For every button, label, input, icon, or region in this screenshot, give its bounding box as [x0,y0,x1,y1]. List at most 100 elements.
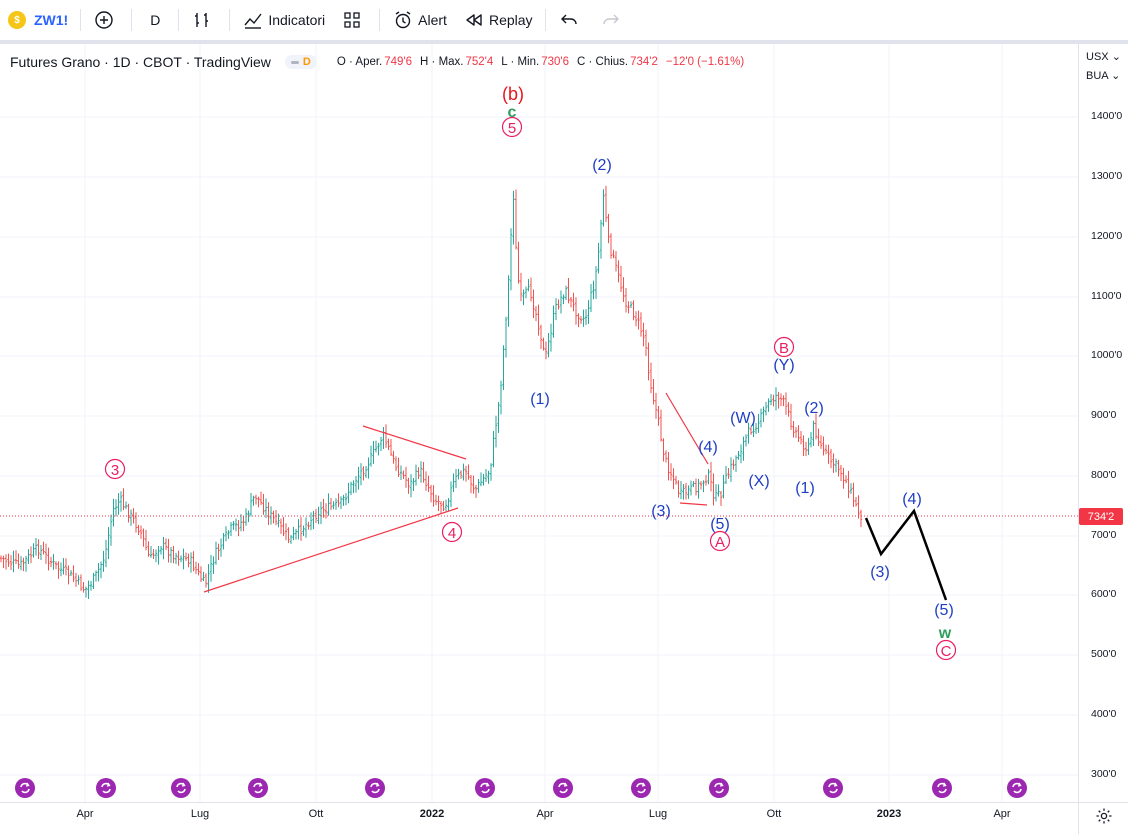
price-bar [559,290,563,314]
interval-button[interactable]: D [136,0,174,40]
dividend-event-icon[interactable] [932,778,952,798]
dividend-event-icon[interactable] [365,778,385,798]
price-bar [532,289,535,319]
price-bar [599,219,603,259]
price-bar [579,316,583,325]
high-label: H · Max. [420,56,464,68]
time-tick-label: Apr [536,808,554,820]
price-bar [589,284,593,313]
dividend-event-icon[interactable] [823,778,843,798]
price-bar [404,466,408,488]
price-bar [217,543,220,561]
price-bar [432,485,435,507]
price-bar [609,233,613,259]
price-bar [529,277,533,302]
trendline-lower[interactable] [203,507,459,593]
badge-label: D [302,56,311,68]
unit-select[interactable]: BUA ⌄ [1086,69,1120,82]
price-bar [489,463,493,481]
price-bar [844,475,848,484]
dividend-event-icon[interactable] [15,778,35,798]
price-bar [74,572,78,587]
price-bar [669,463,673,481]
trendline-wedge-upper[interactable] [665,392,709,465]
price-scale[interactable] [1078,44,1128,802]
time-tick-label: 2023 [876,808,902,820]
data-status-badge[interactable]: D [284,55,317,69]
time-tick-label: Lug [648,808,668,820]
price-chart[interactable]: (b) c 5 3 4 (1) (2) (3) (4) (5) A (W) (X… [0,44,1078,802]
price-bar [394,456,398,472]
trendline-upper[interactable] [362,425,467,460]
dividend-event-icon[interactable] [553,778,573,798]
price-bar [554,298,558,321]
gear-icon [1095,807,1113,830]
open-value: 749'6 [384,56,413,68]
dividend-event-icon[interactable] [96,778,116,798]
replay-button[interactable]: Replay [455,0,541,40]
price-bar [369,445,373,467]
price-bar [697,478,700,499]
dividend-event-icon[interactable] [1007,778,1027,798]
price-bar [747,422,750,444]
price-bar [207,564,210,593]
wave-W-label: (W) [730,410,756,427]
price-bar [309,512,313,531]
price-bar [34,538,38,556]
price-bar [782,395,785,407]
price-bar [89,580,93,591]
price-bar [459,470,463,479]
undo-button[interactable] [550,0,592,40]
price-bar [667,451,670,481]
price-bar [842,467,845,489]
time-scale[interactable] [0,802,1078,834]
price-bar [789,403,793,430]
price-bar [69,570,73,577]
price-bar [277,513,280,528]
price-bar [214,541,218,565]
price-bar [7,553,10,567]
indicators-button[interactable]: Indicatori [234,0,333,40]
price-bar [847,470,850,499]
price-bar [822,436,825,456]
price-bar [812,420,815,446]
price-bar [402,470,405,480]
price-bar [347,482,350,504]
price-bar [482,473,485,486]
trendline-wedge-lower[interactable] [679,502,708,506]
currency-select[interactable]: USX ⌄ [1086,50,1121,63]
price-bar [267,502,270,526]
price-bar [384,424,388,448]
wave-5b-label: (5) [934,602,954,619]
currency-label: USX [1086,51,1109,63]
price-bar [422,461,425,483]
compare-button[interactable] [85,0,127,40]
redo-button[interactable] [592,0,634,40]
dividend-event-icon[interactable] [631,778,651,798]
chart-pane[interactable]: (b) c 5 3 4 (1) (2) (3) (4) (5) A (W) (X… [0,44,1078,802]
projection-path[interactable] [864,508,948,601]
price-bar [139,525,143,539]
price-bars [0,185,863,599]
symbol-search[interactable]: $ ZW1! [0,0,76,40]
alert-button[interactable]: Alert [384,0,455,40]
price-bar [659,409,663,442]
dividend-event-icon[interactable] [171,778,191,798]
divider [229,9,231,31]
price-bar [749,426,753,435]
dividend-event-icon[interactable] [248,778,268,798]
price-bar [72,565,75,583]
price-bar [124,501,128,510]
wave-C-circle [935,639,957,661]
event-markers[interactable] [15,778,1027,798]
price-bar [624,287,628,313]
price-bar [237,519,240,537]
chart-type-button[interactable] [183,0,225,40]
dividend-event-icon[interactable] [475,778,495,798]
price-bar [222,532,225,550]
price-bar [707,469,710,485]
price-bar [247,510,250,523]
chart-settings-button[interactable] [1078,802,1128,834]
templates-button[interactable] [333,0,375,40]
dividend-event-icon[interactable] [709,778,729,798]
